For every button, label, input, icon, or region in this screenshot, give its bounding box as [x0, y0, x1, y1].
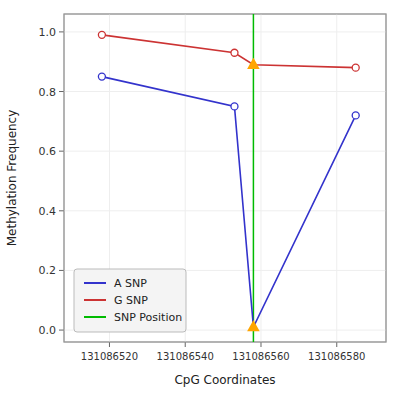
x-grid: [260, 14, 261, 342]
axes: 0.0 0.2 0.4 0.6 0.8 1.0 131086520 131086540 1310…: [39, 14, 387, 362]
y-tick: [59, 151, 64, 152]
x-tick-label: 131086580: [308, 351, 365, 362]
x-tick: [336, 342, 337, 347]
y-axis-label: Methylation Frequency: [5, 110, 19, 247]
series-line: [102, 35, 356, 68]
series-line: [102, 77, 356, 327]
point-marker: [352, 64, 359, 71]
x-axis-label: CpG Coordinates: [174, 373, 275, 387]
x-tick-label: 131086540: [157, 351, 214, 362]
x-tick: [109, 342, 110, 347]
y-tick-label: 1.0: [39, 26, 57, 39]
x-grid: [336, 14, 337, 342]
y-tick: [59, 270, 64, 271]
y-grid: [64, 91, 386, 92]
point-marker: [231, 103, 238, 110]
x-tick: [260, 342, 261, 347]
legend-swatch: [84, 282, 106, 284]
y-tick-label: 0.6: [39, 145, 57, 158]
point-marker: [352, 112, 359, 119]
legend-label: A SNP: [114, 277, 147, 290]
legend-swatch: [84, 299, 106, 301]
point-marker: [98, 31, 105, 38]
legend-label: G SNP: [114, 294, 148, 307]
y-tick: [59, 31, 64, 32]
y-tick: [59, 210, 64, 211]
y-tick-label: 0.2: [39, 264, 57, 277]
legend-box: [74, 269, 186, 332]
x-tick-label: 131086560: [232, 351, 289, 362]
snp-marker: [247, 58, 260, 69]
y-grid: [64, 31, 386, 32]
point-marker: [98, 73, 105, 80]
point-marker: [231, 49, 238, 56]
y-tick-label: 0.8: [39, 86, 57, 99]
y-tick: [59, 91, 64, 92]
y-grid: [64, 210, 386, 211]
chart: 0.0 0.2 0.4 0.6 0.8 1.0 131086520 131086540 1310…: [0, 0, 400, 400]
y-tick: [59, 330, 64, 331]
y-tick-label: 0.0: [39, 324, 57, 337]
plot-frame: [64, 14, 386, 342]
legend-swatch: [84, 316, 106, 318]
legend-label: SNP Position: [114, 311, 182, 324]
x-tick-label: 131086520: [81, 351, 138, 362]
x-tick: [185, 342, 186, 347]
snp-marker: [247, 320, 260, 331]
legend: A SNP G SNP SNP Position: [74, 269, 186, 332]
plot-border: [64, 14, 386, 342]
y-tick-label: 0.4: [39, 205, 57, 218]
